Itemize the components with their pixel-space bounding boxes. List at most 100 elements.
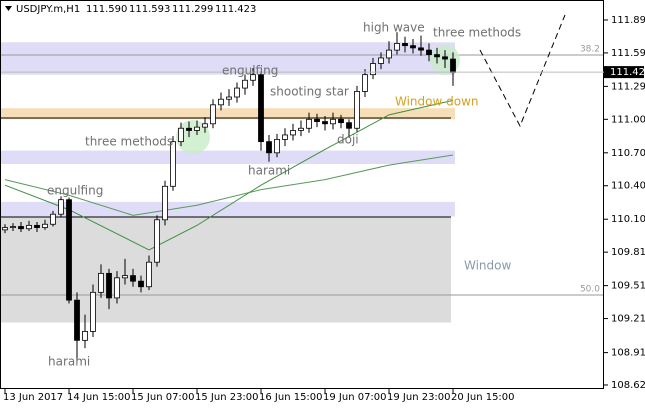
plot xyxy=(2,32,456,361)
moving-average xyxy=(4,99,454,251)
candle-body xyxy=(290,130,296,136)
annotation: Window xyxy=(464,259,512,273)
y-tick-label: 111.890 xyxy=(611,15,645,26)
symbol: USDJPY.m,H1 xyxy=(16,4,80,15)
ohlc-header: 111.590 111.593 111.299 111.423 xyxy=(86,4,256,15)
candle-body xyxy=(266,141,272,154)
x-tick-label: 19 Jun 07:00 xyxy=(323,392,387,403)
zone xyxy=(1,150,455,164)
ohlc-value: 111.590 xyxy=(86,4,127,15)
annotation: harami xyxy=(48,355,90,369)
x-tick-label: 20 Jun 15:00 xyxy=(451,392,515,403)
candle-body xyxy=(82,331,88,341)
candle-body xyxy=(90,291,96,332)
candle-body xyxy=(98,272,104,293)
candle-body xyxy=(50,213,56,225)
candle-body xyxy=(210,104,216,125)
candle-body xyxy=(354,91,360,129)
x-tick-label: 15 Jun 07:00 xyxy=(131,392,195,403)
candle-body xyxy=(426,49,432,55)
candle-body xyxy=(34,224,40,228)
candle-body xyxy=(410,45,416,49)
candle-body xyxy=(242,79,248,89)
candle-body xyxy=(394,43,400,51)
icon xyxy=(5,6,12,11)
y-tick-label: 108.910 xyxy=(611,348,645,359)
annotation: shooting star xyxy=(270,85,349,99)
candle-body xyxy=(330,118,336,125)
candle-body xyxy=(402,43,408,47)
candle-body xyxy=(74,299,80,341)
annotation: three methods xyxy=(433,26,521,40)
candle-body xyxy=(218,98,224,106)
candle-body xyxy=(258,74,264,143)
candle-body xyxy=(322,121,328,125)
zone xyxy=(1,108,455,120)
y-tick-label: 110.105 xyxy=(611,214,645,225)
y-tick-label: 111.000 xyxy=(611,114,645,125)
annotation: engulfing xyxy=(222,64,278,78)
candle-body xyxy=(418,47,424,51)
candle-body xyxy=(162,185,168,221)
candle-body xyxy=(194,126,200,131)
annotation: high wave xyxy=(363,21,425,35)
y-tick-label: 110.700 xyxy=(611,148,645,159)
candle-body xyxy=(154,219,160,263)
x-tick-label: 15 Jun 23:00 xyxy=(195,392,259,403)
y-tick-label: 109.215 xyxy=(611,314,645,325)
frame xyxy=(0,0,604,389)
candle-body xyxy=(346,122,352,129)
candle-body xyxy=(306,118,312,129)
candle-body xyxy=(10,226,16,228)
candle-body xyxy=(282,134,288,140)
y-tick-label: 109.810 xyxy=(611,247,645,258)
annotation: harami xyxy=(248,164,290,178)
y-tick-label: 111.595 xyxy=(611,48,645,59)
candle-body xyxy=(138,280,144,288)
candle-body xyxy=(442,56,448,60)
candle-body xyxy=(130,275,136,282)
x-tick-label: 19 Jun 23:00 xyxy=(387,392,451,403)
candle-body xyxy=(42,223,48,228)
candle-body xyxy=(250,74,256,81)
candle-body xyxy=(434,54,440,58)
candle-body xyxy=(370,63,376,76)
moving-average xyxy=(4,154,454,216)
candle-body xyxy=(146,261,152,288)
x-tick-label: 13 Jun 2017 xyxy=(3,392,63,403)
candle-body xyxy=(274,139,280,154)
candle-body xyxy=(226,96,232,100)
fib-label: 38.2 xyxy=(580,45,600,55)
candle-body xyxy=(202,123,208,128)
price-marker-label: 111.423 xyxy=(610,67,645,78)
y-tick-label: 110.405 xyxy=(611,181,645,192)
candle-body xyxy=(450,58,456,73)
y-tick-label: 111.295 xyxy=(611,81,645,92)
candle-body xyxy=(378,57,384,64)
candle-body xyxy=(298,127,304,131)
fib-label: 50.0 xyxy=(580,285,600,295)
candle-body xyxy=(2,227,8,231)
x-tick-label: 14 Jun 15:00 xyxy=(67,392,131,403)
y-tick-label: 108.620 xyxy=(611,380,645,391)
candle-body xyxy=(66,199,72,301)
annotation: engulfing xyxy=(47,184,103,198)
y-tick-label: 109.510 xyxy=(611,281,645,292)
annotation: three methods xyxy=(85,135,173,149)
annotation: Window down xyxy=(395,95,479,109)
candle-body xyxy=(362,74,368,92)
candle-body xyxy=(186,127,192,131)
candle-body xyxy=(58,199,64,215)
projection xyxy=(479,14,566,128)
candle-body xyxy=(178,127,184,143)
candle-body xyxy=(170,141,176,187)
candle-body xyxy=(234,87,240,98)
ohlc-value: 111.299 xyxy=(172,4,213,15)
annotation: doji xyxy=(337,133,359,147)
candle-body xyxy=(122,275,128,279)
zone xyxy=(1,201,455,217)
ohlc-value: 111.593 xyxy=(129,4,170,15)
ohlc-value: 111.423 xyxy=(215,4,256,15)
candle-body xyxy=(26,224,32,230)
